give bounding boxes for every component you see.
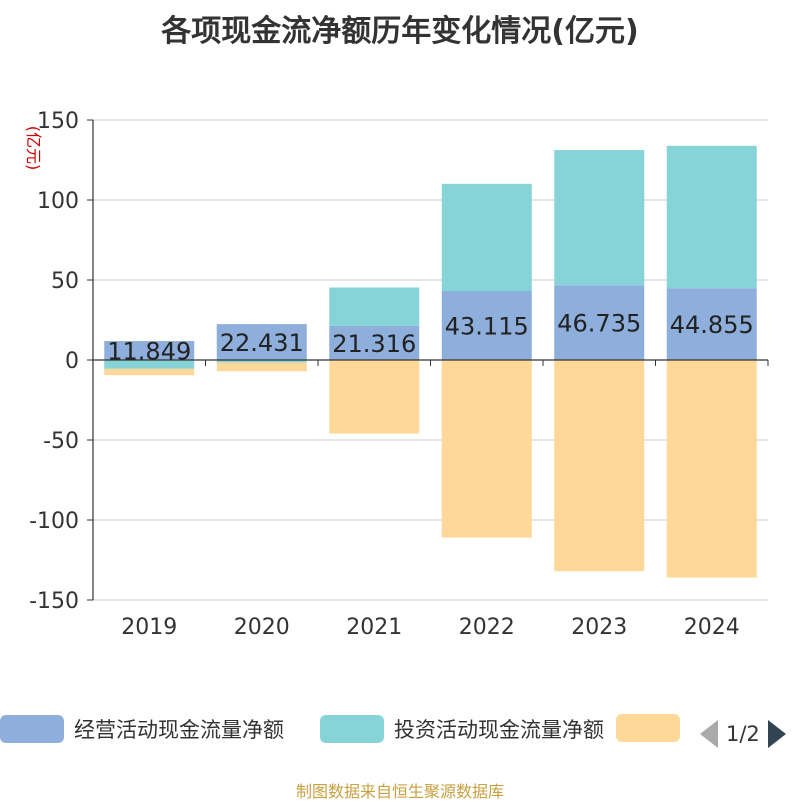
- x-tick-label: 2024: [684, 615, 740, 640]
- legend-label-operating: 经营活动现金流量净额: [74, 718, 284, 742]
- data-label-2020: 22.431: [220, 329, 304, 357]
- bar-investing-2020: [216, 360, 307, 363]
- bar-financing-2019: [104, 368, 195, 376]
- bar-financing-2022: [441, 360, 532, 538]
- y-tick-label: 150: [37, 109, 79, 134]
- data-label-2022: 43.115: [445, 313, 529, 341]
- legend-item-operating[interactable]: 经营活动现金流量净额: [0, 714, 284, 744]
- legend-page-indicator: 1/2: [726, 722, 760, 746]
- legend-swatch-investing: [320, 715, 384, 743]
- bar-investing-2023: [554, 150, 645, 286]
- bar-financing-2023: [554, 360, 645, 572]
- y-tick-label: -50: [43, 429, 79, 454]
- legend-swatch-financing: [616, 714, 680, 742]
- legend-pager: 1/2: [700, 714, 786, 754]
- bar-investing-2022: [441, 183, 532, 292]
- bar-operating-2020: [216, 324, 307, 360]
- x-tick-label: 2022: [459, 615, 515, 640]
- legend-swatch-operating: [0, 715, 64, 743]
- cash-flow-chart: -150 -100 -50 0 50 100 150(亿元) 11.849 22.431 21.3…: [24, 109, 769, 640]
- legend: 经营活动现金流量净额 投资活动现金流量净额 1/2: [0, 714, 800, 754]
- y-tick-label: 0: [65, 349, 79, 374]
- bar-financing-2024: [666, 360, 757, 578]
- legend-prev-icon[interactable]: [700, 720, 718, 748]
- data-label-2023: 46.735: [557, 310, 641, 338]
- x-tick-label: 2023: [571, 615, 627, 640]
- y-tick-label: -150: [29, 589, 79, 614]
- chart-title: 各项现金流净额历年变化情况(亿元): [161, 14, 639, 49]
- y-tick-label: 100: [37, 189, 79, 214]
- unit-label: (亿元): [24, 126, 43, 171]
- data-label-2019: 11.849: [107, 338, 191, 366]
- bar-operating-2024: [666, 288, 757, 360]
- bar-investing-2021: [329, 287, 420, 326]
- y-tick-label: -100: [29, 509, 79, 534]
- bar-operating-2021: [329, 325, 420, 360]
- legend-next-icon[interactable]: [767, 720, 786, 748]
- bar-operating-2023: [554, 285, 645, 360]
- bar-operating-2019: [104, 341, 195, 360]
- source-note: 制图数据来自恒生聚源数据库: [295, 782, 504, 801]
- legend-item-investing[interactable]: 投资活动现金流量净额: [320, 714, 604, 744]
- x-tick-label: 2020: [234, 615, 290, 640]
- data-label-2021: 21.316: [332, 330, 416, 358]
- bar-investing-2019: [104, 360, 195, 369]
- legend-item-financing[interactable]: [616, 714, 680, 742]
- bar-financing-2020: [216, 362, 307, 372]
- y-tick-label: 50: [51, 269, 79, 294]
- bar-investing-2024: [666, 145, 757, 289]
- legend-label-investing: 投资活动现金流量净额: [394, 718, 604, 742]
- bar-operating-2022: [441, 291, 532, 360]
- bar-financing-2021: [329, 360, 420, 434]
- data-label-2024: 44.855: [670, 311, 754, 339]
- x-tick-label: 2019: [121, 615, 177, 640]
- x-tick-label: 2021: [346, 615, 402, 640]
